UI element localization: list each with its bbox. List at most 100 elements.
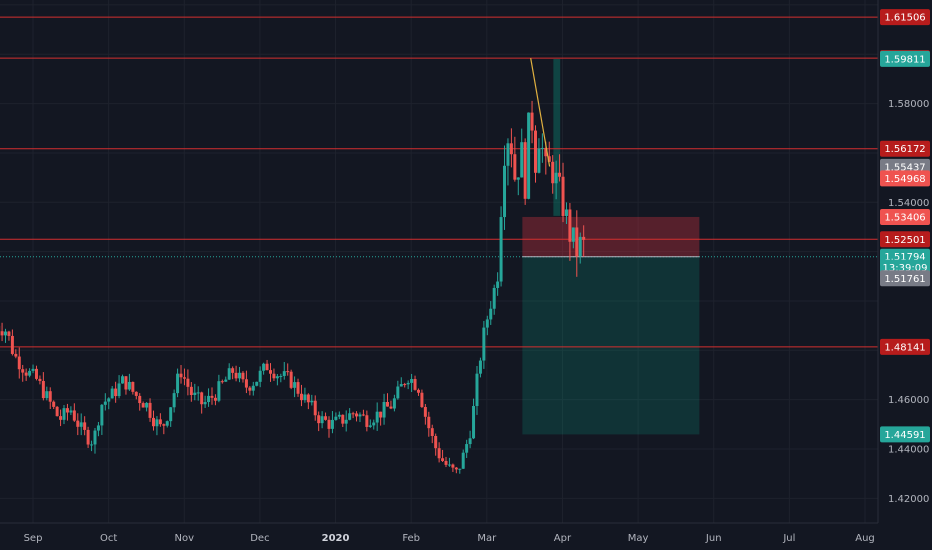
price-tag-label: 1.54968 xyxy=(884,174,925,185)
candle-body xyxy=(499,217,503,282)
price-tag-box xyxy=(880,270,930,287)
candle-body xyxy=(96,425,100,431)
candle-body xyxy=(348,413,352,420)
candle-body xyxy=(389,406,393,409)
candle-body xyxy=(379,411,383,418)
candle-body xyxy=(506,143,510,166)
candle-body xyxy=(217,381,221,401)
candle-body xyxy=(83,422,87,430)
candle-body xyxy=(234,372,238,379)
candle-body xyxy=(110,388,114,399)
time-tick-label: Oct xyxy=(100,533,117,544)
candle-body xyxy=(244,379,248,388)
candle-body xyxy=(48,391,52,402)
candle-body xyxy=(420,392,424,407)
candle-body xyxy=(179,373,183,378)
candle-body xyxy=(527,112,531,199)
price-tag-label: 1.56172 xyxy=(884,144,925,155)
candle-body xyxy=(351,413,355,415)
candle-body xyxy=(382,402,386,418)
candle-body xyxy=(544,147,548,157)
candle-body xyxy=(485,319,489,328)
candle-body xyxy=(100,404,104,426)
candle-body xyxy=(59,416,63,420)
time-axis-background xyxy=(0,523,878,550)
candle-body xyxy=(93,430,97,445)
price-tag-label: 1.44591 xyxy=(884,430,925,441)
candle-body xyxy=(489,308,493,320)
candle-body xyxy=(289,371,293,388)
candle-body xyxy=(482,327,486,361)
candle-body xyxy=(361,414,365,416)
candle-body xyxy=(399,384,403,387)
candle-body xyxy=(189,386,193,395)
candle-body xyxy=(503,165,507,218)
candle-body xyxy=(265,363,269,371)
candle-body xyxy=(227,368,231,380)
candle-body xyxy=(547,156,551,162)
candle-body xyxy=(310,400,314,403)
candle-body xyxy=(186,378,190,387)
candle-body xyxy=(413,379,417,390)
candle-body xyxy=(17,356,21,370)
time-tick-label: Jul xyxy=(782,533,795,544)
candle-body xyxy=(403,384,407,386)
candle-body xyxy=(241,372,245,380)
take-profit-zone xyxy=(522,256,700,435)
candle-body xyxy=(492,287,496,309)
price-tag-label: 1.53406 xyxy=(884,212,925,223)
price-tag-label: 13:39:09 xyxy=(883,263,928,274)
price-tag-box xyxy=(880,140,930,157)
candle-body xyxy=(255,381,259,386)
candle-body xyxy=(564,209,568,216)
candle-body xyxy=(447,464,451,466)
candle-body xyxy=(124,376,128,390)
candle-body xyxy=(427,416,431,429)
candle-body xyxy=(530,112,534,131)
candle-body xyxy=(461,452,465,469)
candle-body xyxy=(320,416,324,424)
candle-body xyxy=(306,394,310,403)
candle-body xyxy=(344,419,348,424)
candle-body xyxy=(268,370,272,374)
candle-body xyxy=(558,172,562,177)
candle-body xyxy=(468,438,472,445)
candle-body xyxy=(303,394,307,401)
time-tick-label: Sep xyxy=(24,533,43,544)
price-tag-label: 1.55437 xyxy=(884,162,925,173)
price-tag-box xyxy=(880,208,930,225)
candle-body xyxy=(520,142,524,178)
candle-body xyxy=(248,387,252,391)
candle-body xyxy=(193,392,197,395)
candle-body xyxy=(537,148,541,173)
price-tag-box xyxy=(880,50,930,67)
price-tag-label: 1.48141 xyxy=(884,342,925,353)
candle-body xyxy=(451,464,455,468)
candle-body xyxy=(327,419,331,429)
price-tick-label: 1.42000 xyxy=(888,494,929,505)
time-tick-label: Aug xyxy=(855,533,875,544)
candle-body xyxy=(72,410,76,421)
candle-body xyxy=(523,142,527,199)
candle-body xyxy=(317,415,321,424)
candle-body xyxy=(509,143,513,155)
candle-body xyxy=(392,398,396,409)
candle-body xyxy=(430,428,434,436)
candle-body xyxy=(575,227,579,257)
candle-body xyxy=(117,383,121,397)
candle-body xyxy=(24,372,28,376)
candle-body xyxy=(475,373,479,406)
candle-body xyxy=(224,379,228,382)
price-tick-label: 1.44000 xyxy=(888,444,929,455)
candle-body xyxy=(34,368,38,379)
time-tick-label: Nov xyxy=(175,533,195,544)
candle-body xyxy=(444,460,448,465)
time-tick-label: Jun xyxy=(705,533,722,544)
candle-body xyxy=(282,371,286,376)
price-tag-box xyxy=(880,9,930,26)
candle-body xyxy=(151,417,155,427)
time-tick-label: Feb xyxy=(402,533,420,544)
candle-body xyxy=(341,414,345,424)
candle-body xyxy=(131,381,135,392)
